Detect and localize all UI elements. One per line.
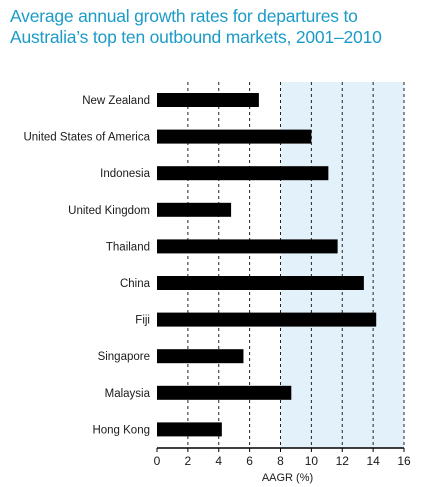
- tick-label: 10: [305, 454, 319, 468]
- tick-labels: 0 2 4 6 8 10 12 14 16: [154, 448, 411, 468]
- category-label: Fiji: [135, 315, 150, 327]
- category-label: United Kingdom: [68, 205, 150, 217]
- category-label: Singapore: [98, 351, 150, 363]
- tick-label: 12: [336, 454, 350, 468]
- category-label: China: [120, 278, 151, 290]
- bar: [157, 93, 259, 107]
- chart-title: Average annual growth rates for departur…: [10, 6, 382, 47]
- category-label: United States of America: [23, 132, 150, 144]
- category-labels: New Zealand United States of America Indon…: [23, 95, 150, 436]
- bars: [157, 93, 377, 437]
- category-label: New Zealand: [82, 95, 150, 107]
- tick-label: 8: [277, 454, 284, 468]
- tick-label: 14: [366, 454, 380, 468]
- bar: [157, 166, 329, 181]
- tick-label: 0: [154, 454, 161, 468]
- tick-label: 6: [246, 454, 253, 468]
- category-label: Malaysia: [105, 388, 151, 400]
- bar: [157, 276, 364, 290]
- bar: [157, 385, 292, 400]
- bar: [157, 202, 232, 217]
- bar: [157, 312, 377, 327]
- tick-label: 16: [397, 454, 411, 468]
- category-label: Indonesia: [100, 168, 150, 180]
- x-axis-title: AAGR (%): [262, 472, 313, 484]
- tick-label: 4: [215, 454, 222, 468]
- category-label: Hong Kong: [92, 424, 150, 436]
- bar: [157, 239, 338, 254]
- bar: [157, 349, 244, 364]
- category-label: Thailand: [106, 241, 150, 253]
- tick-label: 2: [185, 454, 192, 468]
- bar: [157, 129, 312, 144]
- bar: [157, 422, 222, 437]
